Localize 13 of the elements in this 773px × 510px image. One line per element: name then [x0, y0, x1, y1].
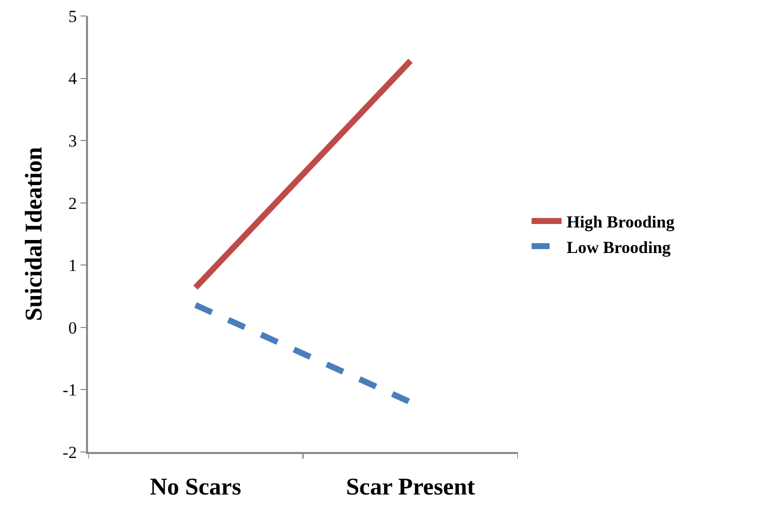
y-tick-label: -1: [62, 380, 77, 400]
x-tick-label: Scar Present: [346, 474, 476, 501]
y-tick-label: 4: [68, 69, 78, 88]
y-axis-title: Suicidal Ideation: [21, 146, 48, 322]
y-tick-label: 0: [68, 318, 77, 338]
y-tick-label: 1: [68, 256, 77, 276]
legend-label: High Brooding: [566, 212, 675, 232]
x-tick-label: No Scars: [150, 474, 242, 501]
y-tick-label: 5: [68, 6, 77, 26]
y-tick-label: -2: [62, 442, 77, 462]
legend-label: Low Brooding: [566, 238, 672, 257]
y-tick-label: 3: [68, 132, 77, 151]
y-tick-label: 2: [68, 194, 77, 213]
